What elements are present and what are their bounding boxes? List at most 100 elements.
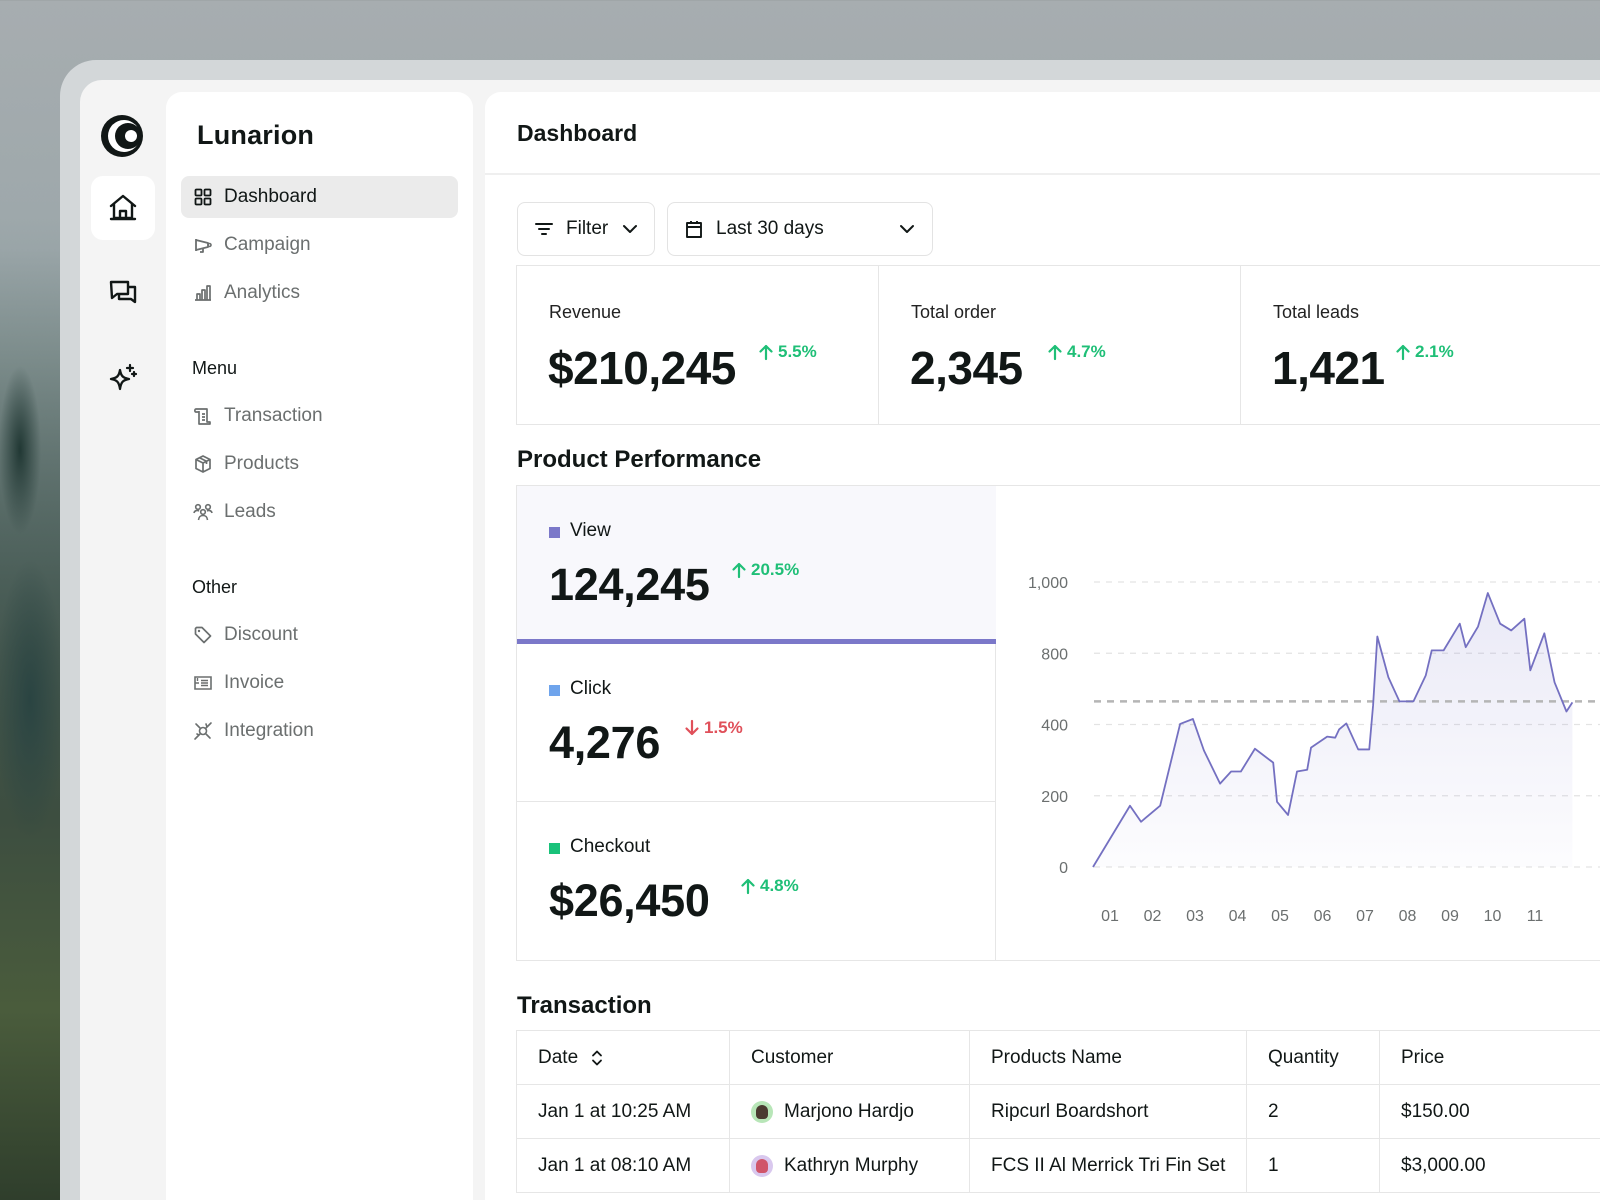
metric-delta: 4.8%	[739, 876, 799, 896]
column-header-customer[interactable]: Customer	[730, 1031, 970, 1084]
x-tick-label: 05	[1271, 908, 1289, 925]
metric-delta: 20.5%	[730, 560, 799, 580]
stat-label: Revenue	[549, 302, 622, 322]
megaphone-icon	[193, 235, 213, 255]
filter-button[interactable]: Filter	[517, 202, 655, 256]
stat-delta: 5.5%	[757, 342, 817, 362]
transaction-table: Date Customer Products Name Quantity Pri…	[516, 1030, 1600, 1193]
stat-delta-value: 4.7%	[1067, 342, 1106, 361]
x-tick-label: 07	[1356, 908, 1374, 925]
crescent-moon-logo[interactable]	[99, 113, 145, 159]
x-tick-label: 03	[1186, 908, 1204, 925]
metric-tab-click[interactable]: Click 4,276 1.5%	[517, 644, 996, 802]
sidebar: Lunarion Dashboard Campaign Analytics Me…	[166, 92, 473, 1200]
x-tick-label: 09	[1441, 908, 1459, 925]
table-header: Date Customer Products Name Quantity Pri…	[517, 1031, 1600, 1085]
chevron-down-icon	[623, 225, 638, 233]
view-trend-chart: 0 200 400 800 1,000 01 02 03 04 05 06 07 08 09 10 11	[997, 486, 1600, 960]
y-tick-label: 1,000	[1028, 575, 1068, 592]
chart-canvas: 0 200 400 800 1,000 01 02 03 04 05 06 07 08 09 10 11	[1028, 575, 1600, 925]
grid-icon	[193, 187, 213, 207]
tag-icon	[193, 625, 213, 645]
arrow-up-icon	[759, 344, 773, 361]
calendar-icon	[686, 221, 702, 238]
scroll-icon	[193, 406, 213, 426]
product-performance-panel: View 124,245 20.5% Click 4,276 1.5% Chec…	[516, 485, 1600, 961]
stats-row: Revenue $210,245 5.5% Total order 2,345 …	[516, 265, 1600, 425]
metric-delta-value: 1.5%	[704, 718, 743, 737]
rail-chat-button[interactable]	[91, 261, 155, 325]
column-header-product[interactable]: Products Name	[970, 1031, 1247, 1084]
product-performance-title: Product Performance	[517, 446, 762, 473]
arrow-up-icon	[1048, 344, 1062, 361]
bar-chart-icon	[193, 283, 213, 303]
cell-price: $150.00	[1401, 1100, 1470, 1122]
column-header-quantity[interactable]: Quantity	[1247, 1031, 1380, 1084]
cell-customer: Marjono Hardjo	[730, 1085, 970, 1138]
cell-date: Jan 1 at 08:10 AM	[517, 1139, 730, 1192]
section-label-menu: Menu	[192, 358, 238, 378]
metric-tab-checkout[interactable]: Checkout $26,450 4.8%	[517, 802, 996, 960]
date-range-label: Last 30 days	[716, 218, 824, 239]
cell-customer: Kathryn Murphy	[730, 1139, 970, 1192]
sort-icon	[592, 1050, 603, 1065]
rail-home-button[interactable]	[91, 176, 155, 240]
metric-delta-value: 20.5%	[751, 560, 800, 579]
cell-quantity: 1	[1247, 1139, 1380, 1192]
stat-delta: 2.1%	[1394, 342, 1454, 362]
chart-area	[1093, 593, 1573, 867]
sidebar-item-label: Products	[224, 453, 299, 474]
chart-series-line	[1092, 592, 1574, 868]
column-label: Date	[538, 1046, 579, 1068]
section-label-other: Other	[192, 577, 238, 597]
sidebar-item-campaign[interactable]: Campaign	[181, 224, 458, 266]
column-header-date[interactable]: Date	[517, 1031, 730, 1084]
rail-ai-button[interactable]	[91, 346, 155, 410]
column-header-price[interactable]: Price	[1401, 1046, 1445, 1068]
home-icon	[109, 194, 137, 221]
metric-value: 124,245	[549, 559, 710, 610]
x-tick-label: 10	[1484, 908, 1502, 925]
sidebar-item-integration[interactable]: Integration	[181, 710, 458, 752]
sidebar-item-label: Integration	[224, 720, 314, 741]
filter-icon	[535, 223, 553, 235]
stat-card-total-leads: Total leads 1,421 2.1%	[1241, 266, 1600, 424]
metric-value: $26,450	[549, 875, 710, 926]
sidebar-item-products[interactable]: Products	[181, 443, 458, 485]
table-row[interactable]: Jan 1 at 08:10 AM Kathryn Murphy FCS II …	[517, 1139, 1600, 1193]
sidebar-item-label: Campaign	[224, 234, 311, 255]
sidebar-item-discount[interactable]: Discount	[181, 614, 458, 656]
stat-label: Total leads	[1273, 302, 1360, 322]
sidebar-item-leads[interactable]: Leads	[181, 491, 458, 533]
avatar	[751, 1100, 773, 1123]
stat-value: 1,421	[1272, 342, 1385, 394]
metric-delta: 1.5%	[683, 718, 743, 738]
sidebar-item-label: Dashboard	[224, 186, 317, 207]
stat-delta: 4.7%	[1046, 342, 1106, 362]
cell-date: Jan 1 at 10:25 AM	[517, 1085, 730, 1138]
date-range-select[interactable]: Last 30 days	[667, 202, 933, 256]
cell-quantity: 2	[1247, 1085, 1380, 1138]
box-icon	[193, 454, 213, 474]
legend-swatch	[549, 527, 560, 538]
metric-tab-view[interactable]: View 124,245 20.5%	[517, 486, 996, 644]
metric-delta-value: 4.8%	[760, 876, 799, 895]
chat-icon	[109, 280, 137, 304]
sidebar-item-transaction[interactable]: Transaction	[181, 395, 458, 437]
sidebar-item-label: Invoice	[224, 672, 285, 693]
sidebar-item-dashboard[interactable]: Dashboard	[181, 176, 458, 218]
sidebar-item-invoice[interactable]: Invoice	[181, 662, 458, 704]
icon-rail	[80, 80, 168, 1200]
sidebar-item-analytics[interactable]: Analytics	[181, 272, 458, 314]
arrow-up-icon	[732, 562, 746, 579]
x-tick-label: 08	[1399, 908, 1417, 925]
table-row[interactable]: Jan 1 at 10:25 AM Marjono Hardjo Ripcurl…	[517, 1085, 1600, 1139]
arrow-up-icon	[1396, 344, 1410, 361]
x-tick-label: 01	[1101, 908, 1119, 925]
customer-name: Marjono Hardjo	[784, 1100, 914, 1122]
main-panel: Dashboard Filter Last 30 days Revenue $2…	[485, 92, 1600, 1200]
users-icon	[193, 502, 213, 522]
metric-list: View 124,245 20.5% Click 4,276 1.5% Chec…	[517, 486, 996, 960]
page-title: Dashboard	[517, 120, 638, 146]
legend-swatch	[549, 685, 560, 696]
